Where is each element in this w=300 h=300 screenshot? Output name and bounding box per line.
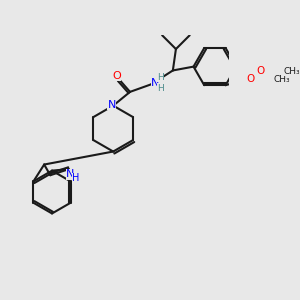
Text: O: O bbox=[112, 71, 121, 81]
Text: H: H bbox=[72, 173, 80, 183]
Text: CH₃: CH₃ bbox=[284, 67, 300, 76]
Text: H: H bbox=[157, 73, 164, 82]
Text: CH₃: CH₃ bbox=[273, 75, 290, 84]
Text: O: O bbox=[257, 66, 265, 76]
Text: N: N bbox=[107, 100, 116, 110]
Text: N: N bbox=[151, 78, 160, 88]
Text: N: N bbox=[66, 169, 75, 179]
Text: O: O bbox=[246, 74, 254, 84]
Text: H: H bbox=[157, 83, 164, 92]
